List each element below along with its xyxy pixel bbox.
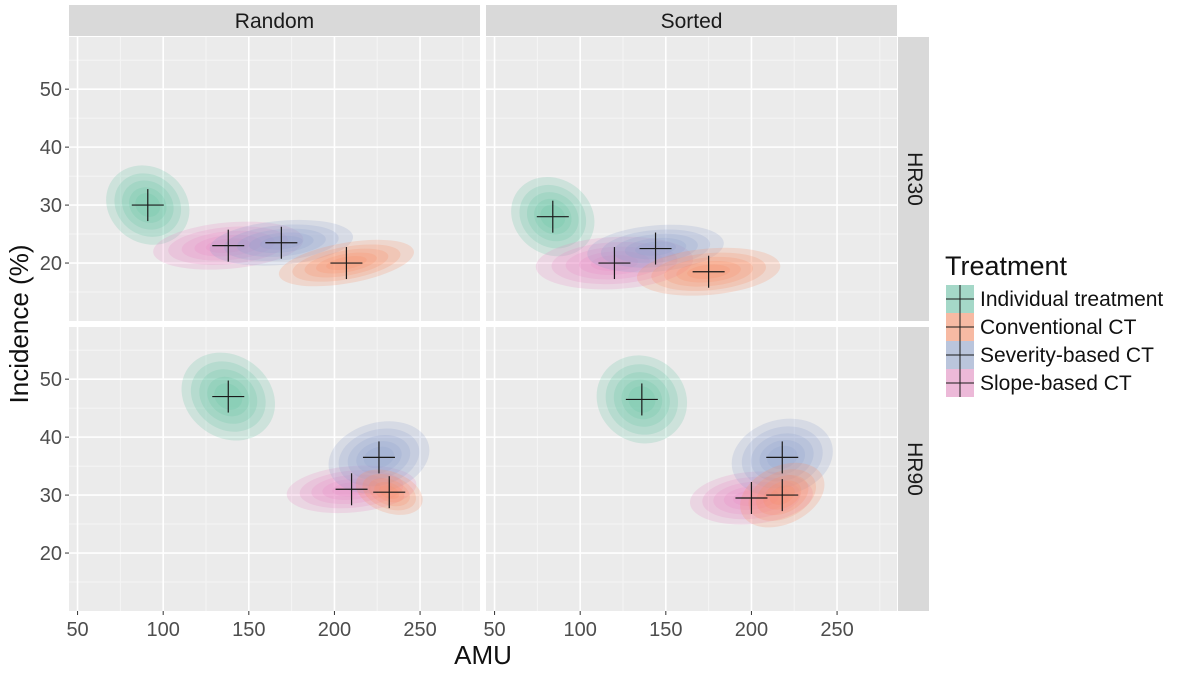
y-axis-title: Incidence (%) [4, 245, 34, 404]
x-tick-label: 200 [318, 619, 351, 641]
legend-key [946, 313, 974, 341]
mean-marker [265, 226, 298, 259]
y-tick-label: 50 [40, 369, 62, 391]
y-tick-label: 40 [40, 137, 62, 159]
x-tick-label: 50 [66, 619, 88, 641]
mean-marker [536, 200, 569, 233]
y-tick-label: 50 [40, 79, 62, 101]
mean-marker [362, 441, 395, 474]
panel-background [486, 37, 897, 321]
panel-background [69, 327, 480, 611]
mean-marker [335, 473, 368, 506]
density-layer [181, 352, 430, 515]
y-tick-label: 40 [40, 427, 62, 449]
density-slope-based-ct [535, 236, 694, 290]
mean-marker [330, 247, 363, 280]
density-layer [106, 165, 414, 287]
panel-background [69, 37, 480, 321]
x-axis-title: AMU [454, 640, 512, 670]
y-tick-label: 20 [40, 543, 62, 565]
mean-marker [131, 189, 164, 222]
legend-label: Individual treatment [980, 288, 1163, 311]
legend-label: Severity-based CT [980, 344, 1154, 367]
x-tick-label: 150 [649, 619, 682, 641]
mean-marker [735, 481, 768, 514]
facet-label-col: Random [235, 10, 314, 33]
panel-random-hr30 [69, 37, 480, 321]
legend-label: Slope-based CT [980, 372, 1132, 395]
legend-key [946, 369, 974, 397]
facet-strip-row [898, 37, 929, 321]
facet-label-row: HR30 [903, 152, 926, 206]
y-tick-label: 30 [40, 195, 62, 217]
mean-marker [692, 255, 725, 288]
panel-sorted-hr30 [486, 37, 897, 321]
legend-title: Treatment [945, 251, 1068, 281]
x-tick-label: 250 [820, 619, 853, 641]
mean-marker [639, 232, 672, 265]
mean-marker [625, 383, 658, 416]
legend-key [946, 341, 974, 369]
x-tick-label: 200 [735, 619, 768, 641]
x-tick-label: 250 [403, 619, 436, 641]
x-tick-label: 50 [483, 619, 505, 641]
mean-marker [598, 247, 631, 280]
x-tick-label: 100 [147, 619, 180, 641]
facet-strip-col [486, 5, 897, 36]
mean-marker [373, 476, 406, 509]
x-tick-label: 150 [232, 619, 265, 641]
legend: Treatment Individual treatment Conventiona… [945, 251, 1163, 397]
mean-marker [212, 229, 245, 262]
panel-sorted-hr90 [486, 327, 897, 611]
legend-label: Conventional CT [980, 316, 1137, 339]
panel-background [486, 327, 897, 611]
legend-key [946, 285, 974, 313]
mean-marker [766, 479, 799, 512]
facet-strip-col [69, 5, 480, 36]
panel-random-hr90 [69, 327, 480, 611]
y-tick-label: 20 [40, 253, 62, 275]
y-tick-label: 30 [40, 485, 62, 507]
mean-marker [766, 441, 799, 474]
x-tick-label: 100 [564, 619, 597, 641]
facet-label-col: Sorted [661, 10, 723, 33]
mean-marker [212, 380, 245, 413]
facet-strip-row [898, 327, 929, 611]
facet-label-row: HR90 [903, 442, 926, 496]
